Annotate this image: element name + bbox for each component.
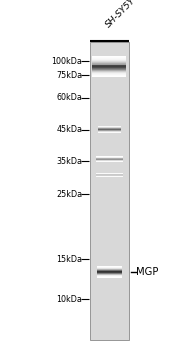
Bar: [92, 72, 126, 73]
Text: 15kDa: 15kDa: [56, 254, 82, 264]
Text: 45kDa: 45kDa: [56, 125, 82, 134]
Bar: [90, 42, 129, 340]
Bar: [92, 68, 126, 69]
Bar: [92, 62, 126, 63]
Text: 25kDa: 25kDa: [56, 190, 82, 199]
Text: 35kDa: 35kDa: [56, 156, 82, 166]
Bar: [92, 66, 126, 67]
Bar: [92, 61, 126, 62]
Bar: [92, 58, 126, 59]
Bar: [92, 75, 126, 76]
Text: 75kDa: 75kDa: [56, 71, 82, 80]
Bar: [92, 56, 126, 57]
Bar: [92, 57, 126, 58]
Bar: [92, 70, 126, 71]
Text: 60kDa: 60kDa: [56, 93, 82, 103]
Text: 10kDa: 10kDa: [56, 295, 82, 304]
Bar: [92, 71, 126, 72]
Bar: [92, 69, 126, 70]
Bar: [92, 74, 126, 75]
Bar: [92, 63, 126, 64]
Bar: [92, 65, 126, 66]
Bar: [92, 76, 126, 77]
Bar: [92, 59, 126, 60]
Bar: [92, 67, 126, 68]
Text: SH-SY5Y: SH-SY5Y: [104, 0, 137, 30]
Text: MGP: MGP: [136, 267, 158, 277]
Bar: [92, 60, 126, 61]
Text: 100kDa: 100kDa: [52, 57, 82, 66]
Bar: [92, 64, 126, 65]
